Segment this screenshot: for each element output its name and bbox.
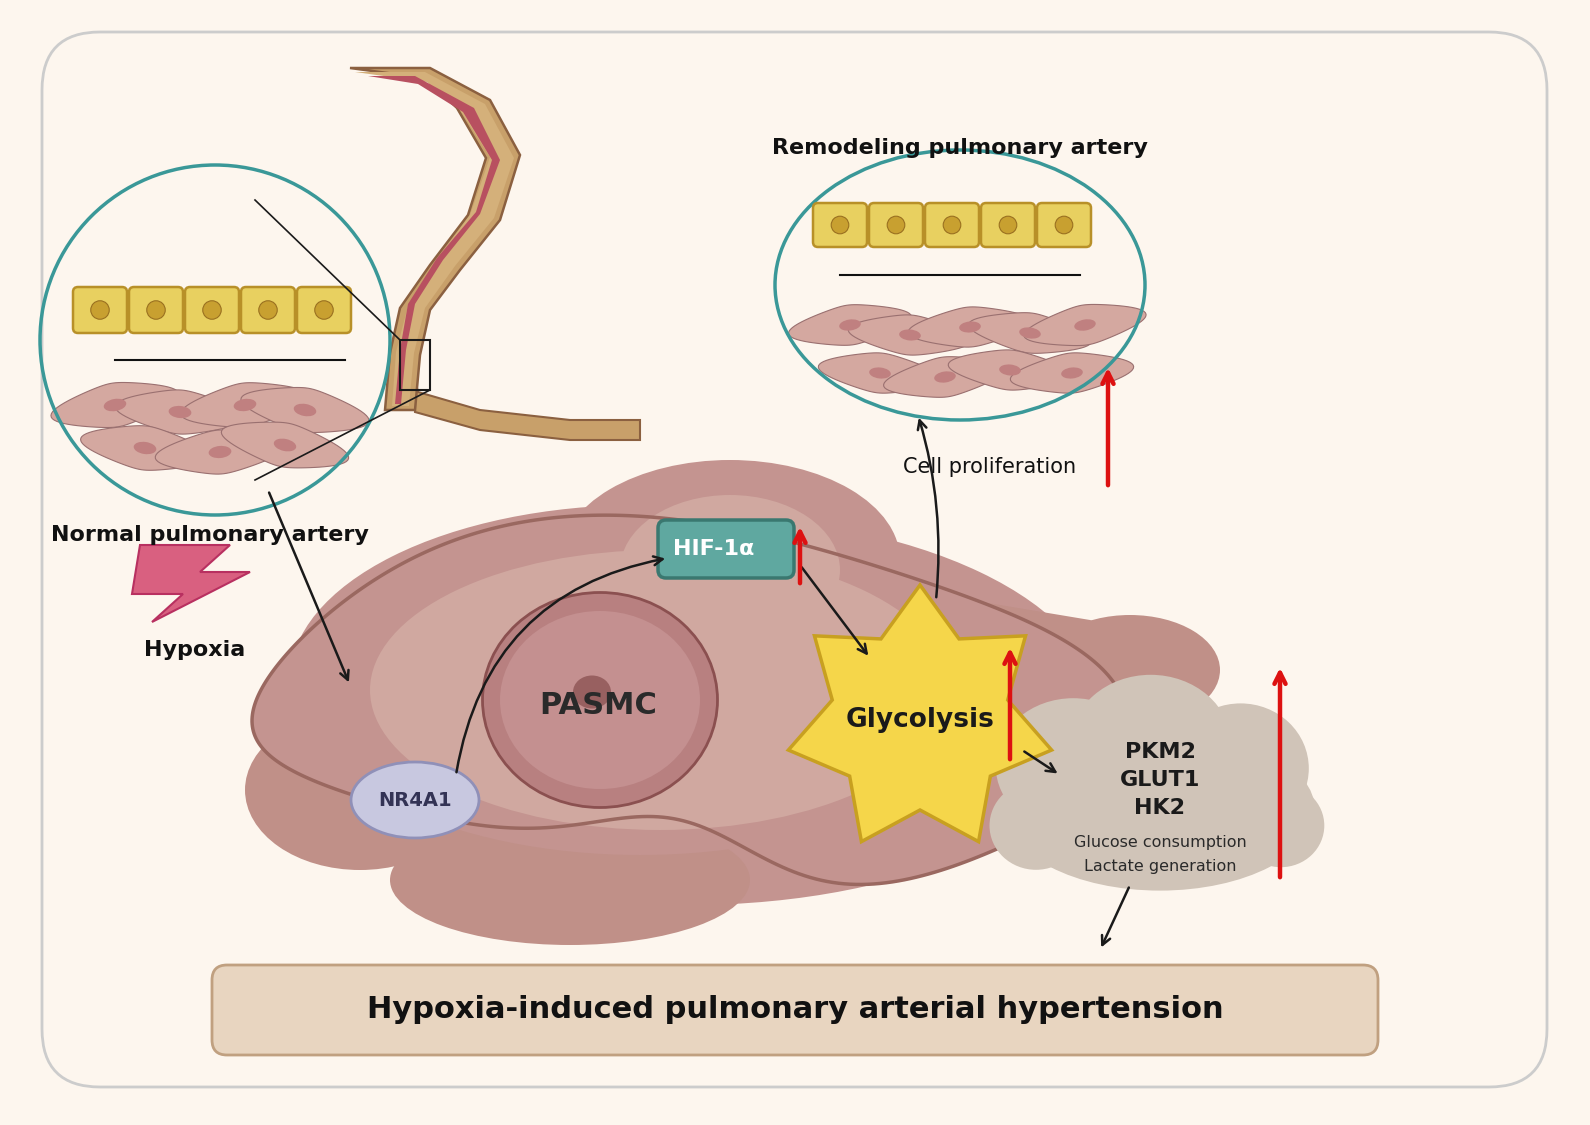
Ellipse shape — [1237, 784, 1324, 867]
Polygon shape — [968, 313, 1091, 353]
Polygon shape — [355, 72, 514, 406]
Ellipse shape — [870, 368, 890, 379]
Polygon shape — [819, 353, 941, 393]
Ellipse shape — [273, 439, 296, 451]
Ellipse shape — [1172, 703, 1309, 834]
Ellipse shape — [103, 398, 126, 412]
Ellipse shape — [1070, 675, 1231, 816]
Text: HK2: HK2 — [1135, 798, 1186, 818]
Text: Lactate generation: Lactate generation — [1084, 858, 1237, 873]
Ellipse shape — [1061, 368, 1083, 379]
Circle shape — [887, 216, 905, 234]
Circle shape — [91, 300, 110, 319]
Circle shape — [315, 300, 334, 319]
Ellipse shape — [935, 371, 956, 382]
Text: Cell proliferation: Cell proliferation — [903, 457, 1076, 477]
Ellipse shape — [560, 460, 900, 660]
Circle shape — [259, 300, 277, 319]
Polygon shape — [114, 390, 245, 434]
Text: Hypoxia: Hypoxia — [145, 640, 245, 660]
Text: HIF-1α: HIF-1α — [673, 539, 754, 559]
Ellipse shape — [995, 699, 1151, 834]
Ellipse shape — [572, 675, 611, 709]
Circle shape — [943, 216, 960, 234]
Ellipse shape — [630, 510, 830, 640]
Ellipse shape — [289, 505, 991, 855]
Polygon shape — [789, 305, 911, 345]
Ellipse shape — [959, 322, 981, 333]
Polygon shape — [847, 315, 971, 356]
Ellipse shape — [1040, 615, 1220, 724]
Polygon shape — [908, 307, 1032, 348]
FancyBboxPatch shape — [925, 202, 979, 248]
Ellipse shape — [590, 500, 870, 680]
Circle shape — [146, 300, 165, 319]
FancyBboxPatch shape — [211, 965, 1379, 1055]
Circle shape — [1056, 216, 1073, 234]
Ellipse shape — [294, 404, 316, 416]
Ellipse shape — [620, 495, 840, 645]
Ellipse shape — [482, 593, 717, 808]
Polygon shape — [156, 430, 285, 474]
FancyBboxPatch shape — [129, 287, 183, 333]
Polygon shape — [415, 380, 641, 440]
Polygon shape — [884, 357, 1006, 397]
Ellipse shape — [1019, 327, 1041, 339]
Ellipse shape — [370, 550, 949, 830]
Polygon shape — [948, 350, 1072, 390]
Ellipse shape — [499, 611, 700, 789]
FancyBboxPatch shape — [242, 287, 296, 333]
FancyBboxPatch shape — [41, 32, 1547, 1087]
Ellipse shape — [989, 782, 1083, 870]
Polygon shape — [132, 544, 250, 622]
FancyBboxPatch shape — [870, 202, 924, 248]
Circle shape — [832, 216, 849, 234]
Ellipse shape — [999, 364, 1021, 376]
Polygon shape — [1010, 353, 1134, 393]
FancyBboxPatch shape — [73, 287, 127, 333]
Polygon shape — [81, 425, 210, 470]
Ellipse shape — [134, 442, 156, 454]
Polygon shape — [242, 387, 369, 432]
Polygon shape — [367, 76, 499, 404]
Ellipse shape — [1075, 319, 1096, 331]
Polygon shape — [253, 515, 1205, 884]
Polygon shape — [181, 382, 310, 428]
Text: Hypoxia-induced pulmonary arterial hypertension: Hypoxia-induced pulmonary arterial hyper… — [367, 996, 1223, 1025]
Circle shape — [999, 216, 1016, 234]
Text: PKM2: PKM2 — [1124, 742, 1196, 762]
Ellipse shape — [390, 814, 750, 945]
Ellipse shape — [380, 565, 940, 825]
Ellipse shape — [840, 319, 860, 331]
Polygon shape — [870, 600, 1185, 755]
Ellipse shape — [351, 762, 479, 838]
Text: Glucose consumption: Glucose consumption — [1073, 835, 1247, 849]
FancyBboxPatch shape — [812, 202, 867, 248]
Polygon shape — [1024, 305, 1146, 345]
FancyBboxPatch shape — [658, 520, 793, 578]
Text: NR4A1: NR4A1 — [378, 791, 452, 810]
Ellipse shape — [169, 406, 191, 418]
Polygon shape — [51, 382, 180, 428]
Polygon shape — [789, 585, 1051, 842]
FancyBboxPatch shape — [297, 287, 351, 333]
Ellipse shape — [245, 710, 475, 870]
Ellipse shape — [234, 398, 256, 412]
Ellipse shape — [280, 515, 1100, 904]
FancyBboxPatch shape — [1037, 202, 1091, 248]
Polygon shape — [221, 422, 348, 468]
Circle shape — [204, 300, 221, 319]
Text: GLUT1: GLUT1 — [1119, 770, 1200, 790]
Text: Normal pulmonary artery: Normal pulmonary artery — [51, 525, 369, 544]
Text: Glycolysis: Glycolysis — [846, 706, 994, 734]
Text: PASMC: PASMC — [539, 691, 657, 720]
Ellipse shape — [1005, 729, 1315, 891]
FancyBboxPatch shape — [981, 202, 1035, 248]
FancyBboxPatch shape — [184, 287, 238, 333]
Ellipse shape — [900, 330, 921, 341]
Text: Remodeling pulmonary artery: Remodeling pulmonary artery — [773, 138, 1148, 158]
Polygon shape — [350, 68, 520, 410]
Ellipse shape — [208, 446, 231, 458]
